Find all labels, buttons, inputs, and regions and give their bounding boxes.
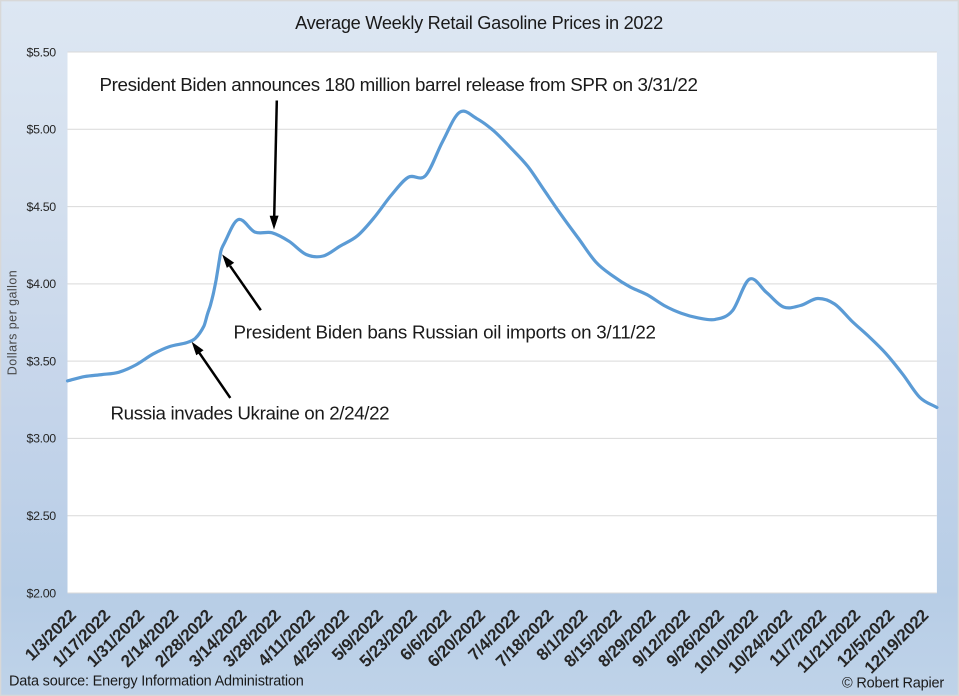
svg-text:$3.00: $3.00 <box>27 432 57 446</box>
svg-text:$2.50: $2.50 <box>27 509 57 523</box>
svg-text:$4.00: $4.00 <box>27 277 57 291</box>
svg-text:Dollars per gallon: Dollars per gallon <box>6 270 20 375</box>
svg-text:© Robert Rapier: © Robert Rapier <box>842 676 944 692</box>
svg-text:Russia invades Ukraine on 2/24: Russia invades Ukraine on 2/24/22 <box>111 403 390 424</box>
svg-text:President Biden bans Russian o: President Biden bans Russian oil imports… <box>234 322 656 343</box>
svg-text:Data source: Energy Informatio: Data source: Energy Information Administ… <box>9 674 304 690</box>
svg-text:$3.50: $3.50 <box>27 354 57 368</box>
svg-text:$5.00: $5.00 <box>27 123 57 137</box>
svg-text:Average Weekly Retail Gasoline: Average Weekly Retail Gasoline Prices in… <box>295 13 663 33</box>
svg-text:$4.50: $4.50 <box>27 200 57 214</box>
svg-text:President Biden announces 180: President Biden announces 180 million ba… <box>100 74 698 95</box>
svg-text:$5.50: $5.50 <box>27 45 57 59</box>
svg-text:$2.00: $2.00 <box>27 586 57 600</box>
